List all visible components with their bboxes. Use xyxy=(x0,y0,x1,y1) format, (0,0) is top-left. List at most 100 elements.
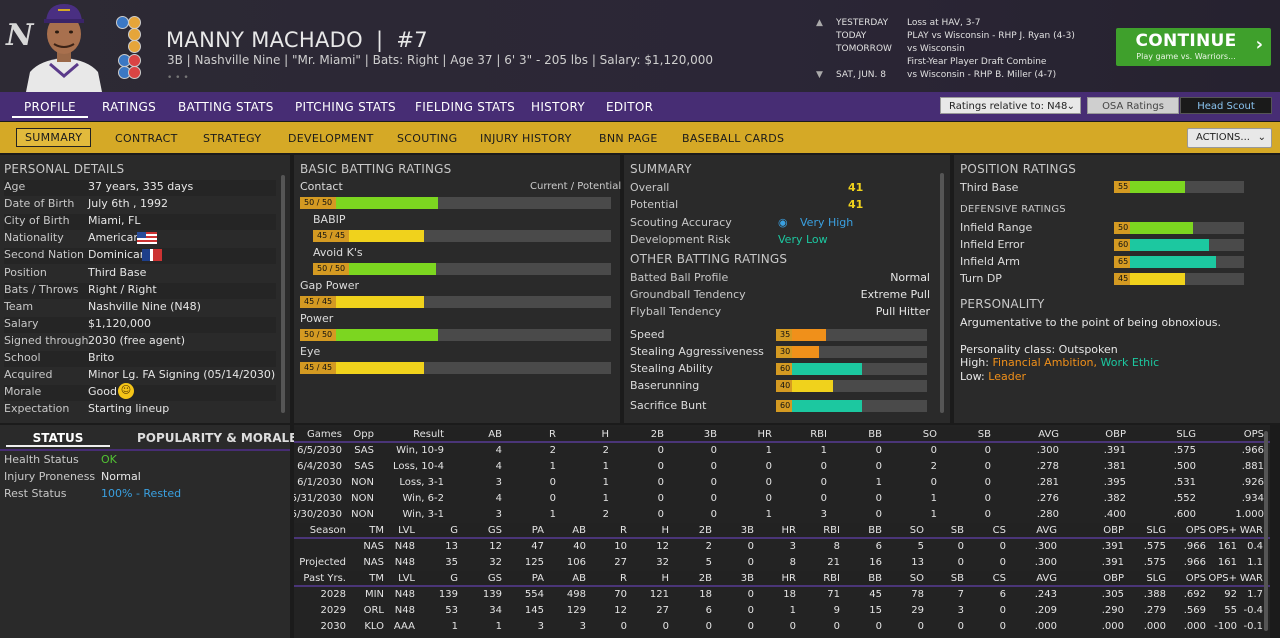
season-header[interactable]: Season TM LVL G GS PA AB R H 2B 3B HR RBI BB SO SB CS AVG… xyxy=(294,523,1270,539)
game-row-cell: 1 xyxy=(875,477,882,488)
game-row-cell: 1.000 xyxy=(1235,509,1264,520)
game-row-cell: 1 xyxy=(930,493,937,504)
past-row-cell: .388 xyxy=(1143,589,1166,600)
chevron-down-icon: ⌄ xyxy=(1257,132,1266,143)
personal-row: Date of Birth July 6th , 1992 xyxy=(4,197,276,213)
scouting-accuracy-label: Scouting Accuracy xyxy=(630,216,732,229)
personal-label: Nationality xyxy=(4,231,64,245)
tab-fielding-stats[interactable]: FIELDING STATS xyxy=(415,100,516,114)
actions-dropdown[interactable]: ACTIONS... ⌄ xyxy=(1187,128,1272,148)
other-batting-label: Speed xyxy=(630,328,665,341)
subtab-bnn-page[interactable]: BNN PAGE xyxy=(599,132,658,145)
games-header[interactable]: Games Opp Result AB R H 2B 3B HR RBI BB SO SB AVG OBP S… xyxy=(294,427,1270,443)
season-row[interactable]: Projected NAS N48 35 32 125 106 27 32 5 0 8 21 16 13 0 0… xyxy=(294,555,1270,571)
tab-popularity-morale[interactable]: POPULARITY & MORALE xyxy=(137,431,298,445)
defense-bar-fill xyxy=(1114,256,1216,268)
past-row-cell: AAA xyxy=(393,621,415,632)
badge-icon[interactable] xyxy=(128,66,141,79)
season-row-cell: 5 xyxy=(917,541,924,552)
game-row[interactable]: 6/4/2030 SAS Loss, 10-4 4 1 1 0 0 0 0 0 2 0 .278 .381.… xyxy=(294,459,1270,475)
personality-high-trait-1: Financial Ambition, xyxy=(992,356,1098,369)
past-row-cell: 1 xyxy=(495,621,502,632)
season-row-cell: 16 xyxy=(869,557,882,568)
past-header-cell: LVL xyxy=(398,573,415,584)
past-header-cell: AVG xyxy=(1036,573,1057,584)
past-header[interactable]: Past Yrs. TM LVL G GS PA AB R H 2B 3B HR RBI BB SO SB CS… xyxy=(294,571,1270,587)
game-row[interactable]: 5/31/2030 NON Win, 6-2 4 0 1 0 0 0 0 0 1 0 .276 .382 .5… xyxy=(294,491,1270,507)
season-row-cell: 40 xyxy=(573,541,586,552)
stats-scrollbar[interactable] xyxy=(1264,431,1268,631)
summary-scrollbar[interactable] xyxy=(940,173,944,413)
personality-low: Low: Leader xyxy=(960,370,1026,383)
past-row-cell: .279 xyxy=(1143,605,1166,616)
game-row-cell: 0 xyxy=(875,509,882,520)
game-row[interactable]: 6/5/2030 SAS Win, 10-9 4 2 2 0 0 1 1 0 0 0 .300 .391 .5… xyxy=(294,443,1270,459)
personal-row: Team Nashville Nine (N48) xyxy=(4,300,276,316)
personal-value: 2030 (free agent) xyxy=(88,333,186,347)
status-value: Normal xyxy=(101,470,141,483)
personal-label: City of Birth xyxy=(4,214,70,228)
tab-status[interactable]: STATUS xyxy=(6,429,110,447)
status-panel: STATUS POPULARITY & MORALE Health Status… xyxy=(0,425,297,638)
past-row[interactable]: 2030 KLO AAA 1 1 3 3 0 0 0 0 0 0 0 0 0 0 .000 .000 .000 .000… xyxy=(294,619,1270,635)
subtab-development[interactable]: DEVELOPMENT xyxy=(288,132,374,145)
past-row-cell: 2030 xyxy=(320,621,346,632)
season-row[interactable]: NAS N48 13 12 47 40 10 12 2 0 3 8 6 5 0 0 .300 .391 .575 .9… xyxy=(294,539,1270,555)
batting-rating-name: BABIP xyxy=(313,213,346,226)
tab-history[interactable]: HISTORY xyxy=(531,100,585,114)
past-row[interactable]: 2029 ORL N48 53 34 145 129 12 27 6 0 1 9 15 29 3 0 .209 .2… xyxy=(294,603,1270,619)
past-row-cell: .000 xyxy=(1101,621,1124,632)
season-header-cell: 2B xyxy=(698,525,712,536)
game-row-cell: 0 xyxy=(657,509,664,520)
past-header-cell: OBP xyxy=(1103,573,1124,584)
schedule-down-arrow-icon[interactable]: ▼ xyxy=(816,70,823,80)
ratings-relative-select[interactable]: Ratings relative to: N48 ⌄ xyxy=(940,97,1081,114)
subtab-strategy[interactable]: STRATEGY xyxy=(203,132,262,145)
continue-button[interactable]: CONTINUE Play game vs. Warriors... › xyxy=(1116,28,1271,66)
game-row-cell: .600 xyxy=(1173,509,1196,520)
past-row-cell: 45 xyxy=(869,589,882,600)
games-header-cell: OPS xyxy=(1243,429,1264,440)
subtab-scouting[interactable]: SCOUTING xyxy=(397,132,458,145)
defense-bar: 65 xyxy=(1114,256,1244,268)
defense-bar-label: 60 xyxy=(1114,239,1130,251)
season-header-cell: OPS xyxy=(1185,525,1206,536)
season-header-cell: GS xyxy=(487,525,502,536)
personal-value[interactable]: Nashville Nine (N48) xyxy=(88,299,201,313)
past-row[interactable]: 2028 MIN N48 139 139 554 498 70 121 18 0 18 71 45 78 7 6… xyxy=(294,587,1270,603)
personal-value: Third Base xyxy=(88,265,147,279)
games-header-cell: AB xyxy=(488,429,502,440)
tab-editor[interactable]: EDITOR xyxy=(606,100,654,114)
game-row[interactable]: 6/1/2030 NON Loss, 3-1 3 0 1 0 0 0 0 1 0 0 .281 .395 .5… xyxy=(294,475,1270,491)
personality-high-label: High: xyxy=(960,356,989,369)
schedule-up-arrow-icon[interactable]: ▲ xyxy=(816,18,823,28)
tab-batting-stats[interactable]: BATTING STATS xyxy=(178,100,274,114)
season-row-cell: 3 xyxy=(789,541,796,552)
tab-pitching-stats[interactable]: PITCHING STATS xyxy=(295,100,396,114)
personal-scrollbar[interactable] xyxy=(281,175,285,413)
game-row-cell: 6/4/2030 xyxy=(297,461,342,472)
past-header-cell: SO xyxy=(909,573,924,584)
season-row-cell: 161 xyxy=(1217,541,1237,552)
schedule-value: First-Year Player Draft Combine xyxy=(907,57,1047,67)
subtab-injury-history[interactable]: INJURY HISTORY xyxy=(480,132,572,145)
third-base-label: Third Base xyxy=(960,181,1019,194)
subtab-summary[interactable]: SUMMARY xyxy=(16,128,92,147)
osa-ratings-button[interactable]: OSA Ratings xyxy=(1087,97,1179,114)
personality-low-label: Low: xyxy=(960,370,985,383)
past-row-cell: .569 xyxy=(1183,605,1206,616)
game-row[interactable]: 5/30/2030 NON Win, 3-1 3 1 2 0 0 1 3 0 1 0 .280 .400 .6… xyxy=(294,507,1270,523)
game-row-cell: .391 xyxy=(1103,445,1126,456)
past-header-cell: AB xyxy=(572,573,586,584)
head-scout-button[interactable]: Head Scout xyxy=(1180,97,1272,114)
personal-label: School xyxy=(4,351,41,364)
subtab-contract[interactable]: CONTRACT xyxy=(115,132,178,145)
schedule-value: vs Wisconsin - RHP B. Miller (4-7) xyxy=(907,70,1057,80)
past-row-cell: 0 xyxy=(620,621,627,632)
tab-profile[interactable]: PROFILE xyxy=(12,100,88,118)
game-row-cell: 1 xyxy=(549,509,556,520)
subtab-baseball-cards[interactable]: BASEBALL CARDS xyxy=(682,132,785,145)
tab-ratings[interactable]: RATINGS xyxy=(102,100,156,114)
badge-icon[interactable] xyxy=(128,40,141,53)
player-name: MANNY MACHADO | #7 xyxy=(166,28,428,52)
